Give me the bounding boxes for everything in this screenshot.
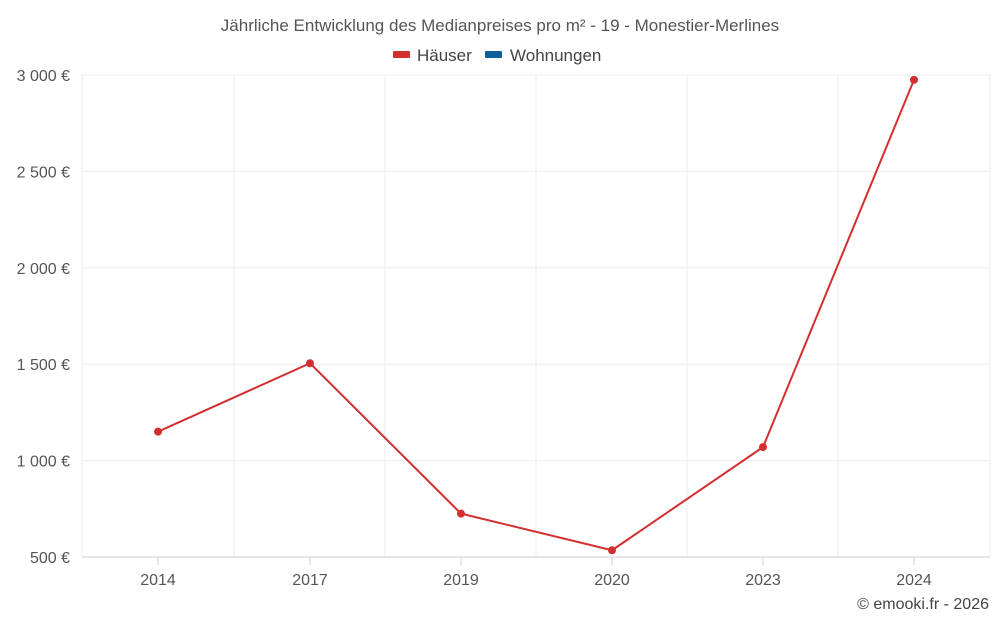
x-tick-label: 2024 bbox=[896, 572, 932, 589]
data-point[interactable] bbox=[910, 75, 918, 84]
x-tick-label: 2023 bbox=[745, 572, 781, 589]
x-tick-label: 2020 bbox=[594, 572, 630, 589]
y-tick-label: 3 000 € bbox=[17, 68, 70, 85]
x-tick-label: 2017 bbox=[292, 572, 328, 589]
data-point[interactable] bbox=[608, 546, 616, 555]
credit-text: © emooki.fr - 2026 bbox=[857, 596, 989, 613]
legend-item-wohnungen[interactable]: Wohnungen bbox=[485, 46, 601, 65]
y-tick-label: 2 000 € bbox=[17, 261, 70, 278]
axes: 500 € 1 000 € 1 500 € 2 000 € 2 500 € 3 000 €… bbox=[17, 68, 990, 589]
legend: Häuser Wohnungen bbox=[393, 46, 601, 65]
data-point[interactable] bbox=[759, 443, 767, 452]
series bbox=[154, 75, 918, 555]
legend-item-haeuser[interactable]: Häuser bbox=[393, 46, 472, 65]
y-tick-label: 500 € bbox=[30, 550, 70, 567]
y-tick-label: 1 000 € bbox=[17, 454, 70, 471]
x-tick-label: 2014 bbox=[140, 572, 176, 589]
legend-swatch-wohnungen bbox=[485, 51, 502, 58]
legend-label-haeuser: Häuser bbox=[417, 46, 472, 65]
grid bbox=[81, 74, 991, 558]
y-tick-label: 1 500 € bbox=[17, 357, 70, 374]
y-tick-label: 2 500 € bbox=[17, 164, 70, 181]
data-point[interactable] bbox=[457, 509, 465, 518]
series-line-0 bbox=[157, 79, 915, 552]
legend-label-wohnungen: Wohnungen bbox=[510, 46, 601, 65]
data-point[interactable] bbox=[306, 359, 314, 368]
chart-title: Jährliche Entwicklung des Medianpreises … bbox=[221, 16, 779, 35]
data-point[interactable] bbox=[154, 427, 162, 436]
legend-swatch-haeuser bbox=[393, 51, 410, 58]
x-tick-label: 2019 bbox=[443, 572, 479, 589]
